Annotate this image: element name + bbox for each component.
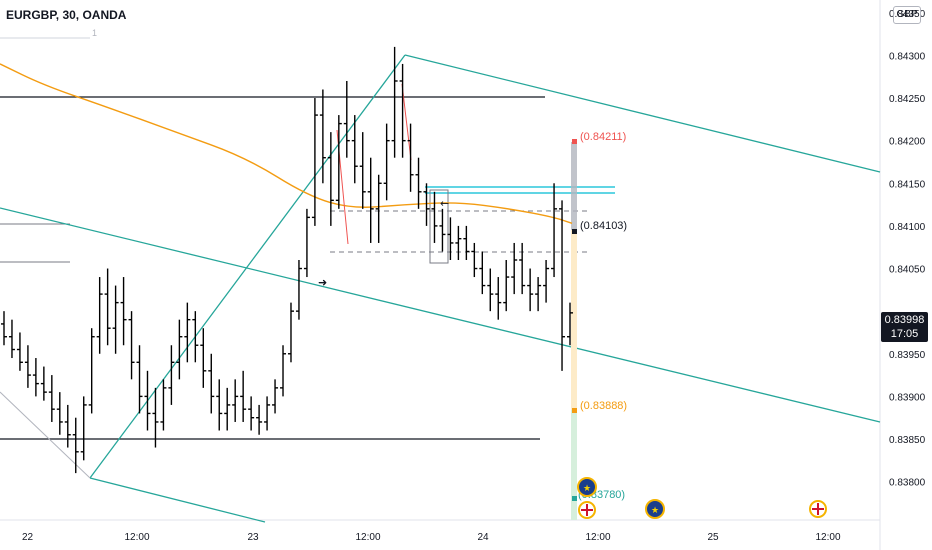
last-price-tag: 0.83998 17:05 [881, 312, 928, 342]
svg-text:★: ★ [651, 505, 659, 515]
price-tick-label: 0.84100 [889, 222, 926, 233]
midpoint-marker [572, 408, 577, 413]
eu-flag-icon[interactable]: ★ [577, 477, 597, 497]
price-tick-label: 0.84150 [889, 179, 926, 190]
candles-group [1, 46, 573, 474]
time-tick-label: 22 [22, 532, 34, 543]
price-tick-label: 0.83900 [889, 392, 926, 403]
plot-background [0, 0, 880, 520]
time-tick-label: 24 [477, 532, 489, 543]
price-axis-ticks: 0.84350 0.84300 0.84250 0.84200 0.84150 0.841… [889, 9, 926, 489]
price-tick-label: 0.83850 [889, 435, 926, 446]
time-axis-ticks: 22 12:00 23 12:00 24 12:00 25 12:00 [22, 532, 841, 543]
uk-flag-icon[interactable] [809, 500, 827, 518]
entry-label: (0.84103) [580, 220, 627, 232]
time-tick-label: 12:00 [355, 532, 380, 543]
price-tick-label: 0.84200 [889, 137, 926, 148]
target-low-marker [572, 496, 577, 501]
time-tick-label: 12:00 [585, 532, 610, 543]
projection-bar-middle [571, 230, 577, 410]
price-tick-label: 0.84050 [889, 265, 926, 276]
channel-upper-long[interactable] [404, 54, 881, 173]
channel-rising[interactable] [89, 54, 406, 479]
svg-text:★: ★ [583, 483, 591, 493]
bar-countdown: 17:05 [890, 328, 919, 340]
target-high-marker [572, 139, 577, 144]
time-tick-label: 12:00 [815, 532, 840, 543]
indicator-value: 1 [92, 28, 98, 38]
projection-bar-upper [571, 142, 577, 230]
projection-bar-lower [571, 410, 577, 520]
uk-flag-icon[interactable] [578, 501, 596, 519]
moving-average-line[interactable] [0, 63, 573, 225]
left-arrow-icon: ← [440, 197, 449, 210]
channel-left-diagonal [0, 391, 91, 479]
time-tick-label: 25 [707, 532, 719, 543]
midpoint-label: (0.83888) [580, 400, 627, 412]
channel-bottom[interactable] [89, 477, 266, 523]
entry-marker [572, 229, 577, 234]
time-tick-label: 23 [247, 532, 259, 543]
symbol-title[interactable]: EURGBP, 30, OANDA [6, 8, 127, 22]
price-tick-label: 0.83800 [889, 478, 926, 489]
red-projection-line-2 [401, 83, 412, 161]
time-tick-label: 12:00 [124, 532, 149, 543]
price-axis-background [880, 0, 932, 550]
price-tick-label: 0.84250 [889, 94, 926, 105]
currency-selector[interactable]: GBP [893, 6, 921, 24]
price-tick-label: 0.84300 [889, 51, 926, 62]
price-tick-label: 0.83950 [889, 350, 926, 361]
selection-box[interactable] [429, 189, 449, 264]
price-tick-label: 0.84350 [889, 9, 926, 20]
channel-lower-long[interactable] [0, 207, 881, 423]
right-arrow-icon: ➜ [318, 276, 327, 289]
target-high-label: (0.84211) [580, 131, 626, 143]
eu-flag-icon[interactable]: ★ [645, 499, 665, 519]
last-price: 0.83998 [884, 314, 925, 326]
